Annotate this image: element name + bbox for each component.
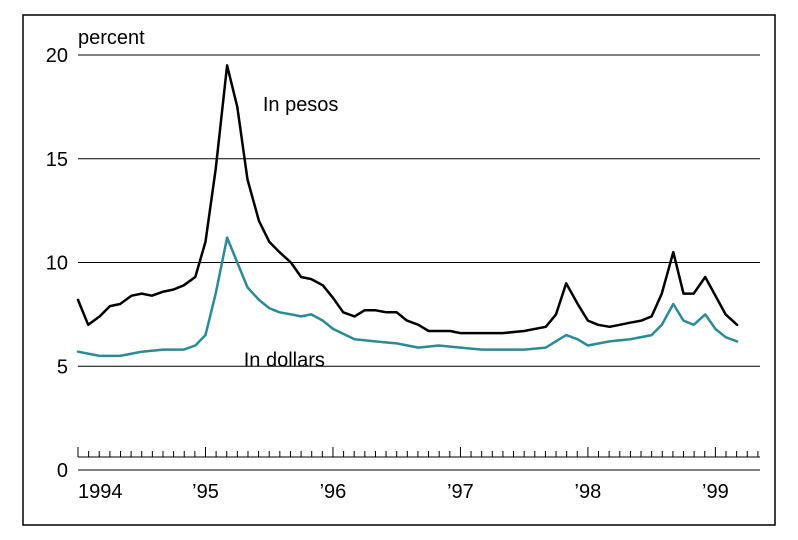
x-tick-label: ’97 (447, 481, 474, 503)
x-tick-label: ’95 (192, 481, 219, 503)
y-tick-label: 20 (46, 45, 68, 67)
series-label: In pesos (263, 94, 339, 116)
x-tick-label: 1994 (78, 481, 123, 503)
y-tick-label: 10 (46, 253, 68, 275)
chart-svg: 0 5 10 15 20 percent 1994 ’95 ’96 ’97 ’98 ’99 In pes… (0, 0, 798, 540)
y-tick-label: 5 (57, 356, 68, 378)
y-axis-label: percent (78, 27, 145, 49)
x-tick-label: ’96 (320, 481, 347, 503)
x-tick-label: ’98 (575, 481, 602, 503)
series-label: In dollars (244, 349, 325, 371)
x-tick-label: ’99 (702, 481, 729, 503)
y-tick-label: 0 (57, 460, 68, 482)
y-tick-label: 15 (46, 149, 68, 171)
